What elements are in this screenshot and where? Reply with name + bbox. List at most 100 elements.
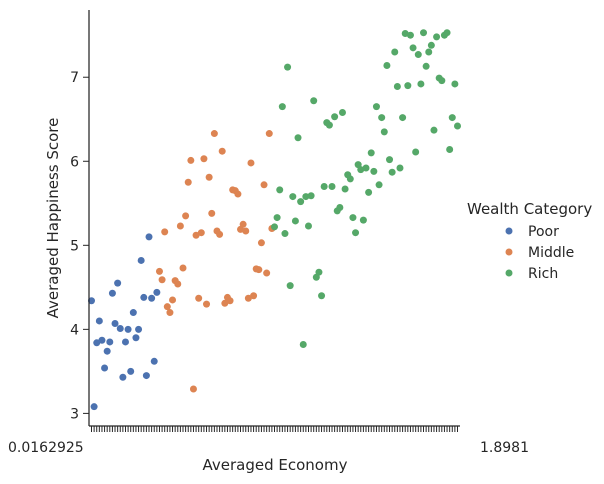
data-point-poor xyxy=(129,309,137,317)
data-point-middle xyxy=(187,156,195,164)
data-point-middle xyxy=(195,294,203,302)
data-point-rich xyxy=(297,198,305,206)
y-tick-label: 6 xyxy=(70,154,79,170)
data-point-poor xyxy=(145,233,153,241)
data-point-rich xyxy=(304,222,312,230)
data-point-middle xyxy=(166,309,174,317)
data-point-rich xyxy=(409,44,417,52)
y-axis-label: Averaged Happiness Score xyxy=(44,118,62,319)
data-point-poor xyxy=(90,403,98,411)
data-point-rich xyxy=(417,80,425,88)
data-point-rich xyxy=(352,229,360,237)
data-point-rich xyxy=(349,214,357,222)
data-point-rich xyxy=(325,121,333,129)
data-point-poor xyxy=(127,367,135,375)
data-point-rich xyxy=(404,82,412,90)
data-point-poor xyxy=(132,334,140,342)
data-point-poor xyxy=(88,297,95,305)
data-point-middle xyxy=(205,173,213,181)
data-point-rich xyxy=(412,148,420,156)
points-layer xyxy=(88,29,461,411)
data-point-poor xyxy=(150,357,158,365)
data-point-middle xyxy=(247,159,255,167)
data-point-poor xyxy=(106,338,114,346)
data-point-rich xyxy=(320,182,328,190)
legend-marker-rich xyxy=(505,269,513,277)
data-point-rich xyxy=(302,193,310,201)
data-point-rich xyxy=(388,168,396,176)
data-point-rich xyxy=(391,48,399,56)
data-point-rich xyxy=(307,192,315,200)
data-point-poor xyxy=(121,338,129,346)
y-ticks: 3 4 5 6 7 xyxy=(70,70,89,422)
data-point-poor xyxy=(148,294,156,302)
data-point-middle xyxy=(155,267,163,275)
data-point-poor xyxy=(111,319,119,327)
data-point-rich xyxy=(341,185,349,193)
data-point-poor xyxy=(93,339,101,347)
data-point-middle xyxy=(208,209,216,217)
data-point-rich xyxy=(370,167,378,175)
data-point-middle xyxy=(218,147,226,155)
data-point-middle xyxy=(203,300,211,308)
data-point-poor xyxy=(103,347,111,355)
data-point-rich xyxy=(336,203,344,211)
legend-label-rich: Rich xyxy=(528,266,558,282)
data-point-poor xyxy=(119,373,127,381)
data-point-middle xyxy=(197,229,205,237)
data-point-middle xyxy=(179,264,187,272)
data-point-middle xyxy=(265,130,273,138)
data-point-rich xyxy=(294,134,302,142)
data-point-rich xyxy=(375,181,383,189)
data-point-rich xyxy=(281,230,289,238)
data-point-middle xyxy=(161,228,169,236)
legend-label-poor: Poor xyxy=(528,224,559,240)
data-point-rich xyxy=(433,33,441,41)
data-point-rich xyxy=(383,61,391,69)
data-point-rich xyxy=(414,51,422,59)
data-point-rich xyxy=(284,63,292,71)
data-point-rich xyxy=(372,103,380,111)
data-point-poor xyxy=(95,317,103,325)
data-point-poor xyxy=(135,325,143,333)
legend-marker-middle xyxy=(505,248,513,256)
data-point-rich xyxy=(380,128,388,136)
data-point-rich xyxy=(318,292,326,300)
data-point-rich xyxy=(365,188,373,196)
data-point-middle xyxy=(174,280,182,288)
data-point-rich xyxy=(438,77,446,85)
data-point-middle xyxy=(239,220,247,228)
data-point-middle xyxy=(189,385,197,393)
data-point-middle xyxy=(163,303,171,311)
data-point-rich xyxy=(393,82,401,90)
x-tick-label-first: 0.0162925 xyxy=(8,440,84,456)
data-point-middle xyxy=(226,297,234,305)
data-point-rich xyxy=(454,122,461,130)
data-point-rich xyxy=(443,29,451,37)
legend-label-middle: Middle xyxy=(528,245,574,261)
data-point-rich xyxy=(406,31,414,39)
data-point-rich xyxy=(399,114,407,122)
data-point-middle xyxy=(210,130,218,138)
legend-title: Wealth Category xyxy=(467,200,592,218)
data-point-rich xyxy=(276,186,284,194)
y-tick-label: 3 xyxy=(70,406,79,422)
data-point-rich xyxy=(278,103,286,111)
data-point-rich xyxy=(331,113,339,121)
data-point-rich xyxy=(378,114,386,122)
data-point-rich xyxy=(446,146,454,154)
data-point-middle xyxy=(158,276,166,284)
data-point-middle xyxy=(176,222,184,230)
data-point-poor xyxy=(153,288,161,296)
data-point-rich xyxy=(328,182,336,190)
data-point-rich xyxy=(310,97,318,105)
x-axis-label: Averaged Economy xyxy=(203,456,348,474)
data-point-middle xyxy=(260,181,268,189)
y-tick-label: 4 xyxy=(70,322,79,338)
data-point-rich xyxy=(315,268,323,276)
data-point-poor xyxy=(124,325,132,333)
data-point-rich xyxy=(346,175,354,183)
data-point-poor xyxy=(101,364,109,372)
data-point-poor xyxy=(137,256,145,264)
data-point-middle xyxy=(263,269,271,277)
